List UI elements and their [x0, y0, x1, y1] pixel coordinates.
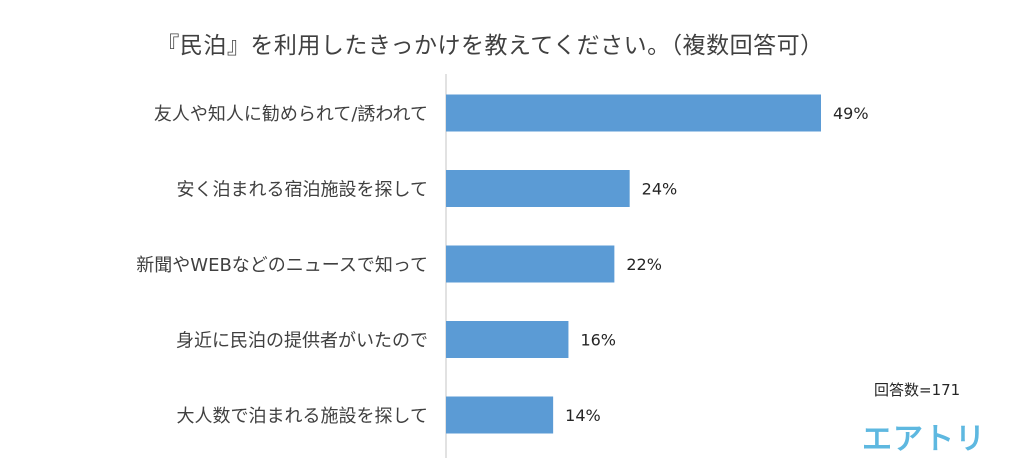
respondent-count: 回答数=171 [874, 381, 961, 399]
category-label: 身近に民泊の提供者がいたので [176, 331, 428, 352]
value-label: 14% [565, 406, 601, 425]
value-label: 24% [642, 180, 678, 199]
category-label: 安く泊まれる宿泊施設を探して [177, 180, 428, 201]
value-label: 16% [580, 331, 616, 350]
category-label: 新聞やWEBなどのニュースで知って [136, 255, 428, 276]
bar [446, 170, 630, 207]
category-label: 友人や知人に勧められて/誘われて [154, 104, 428, 125]
category-label: 大人数で泊まれる施設を探して [177, 406, 428, 427]
value-label: 49% [833, 104, 869, 123]
bar [446, 245, 615, 283]
bar [446, 94, 821, 132]
brand-logo: エアトリ [862, 422, 986, 457]
chart-title: 『民泊』を利用したきっかけを教えてください。（複数回答可） [156, 33, 824, 59]
bar [446, 396, 554, 434]
bar [446, 321, 569, 358]
value-label: 22% [626, 255, 662, 274]
